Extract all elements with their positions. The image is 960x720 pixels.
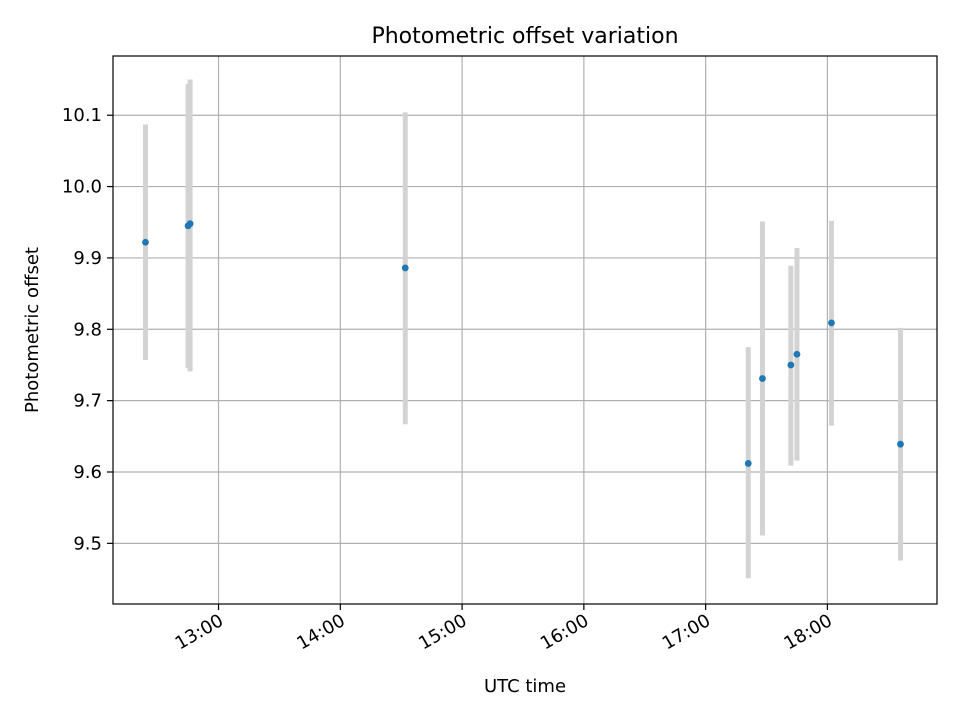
chart-title: Photometric offset variation [371,24,678,49]
x-axis-title: UTC time [484,676,566,697]
data-points [142,220,904,467]
grid [113,56,937,604]
y-tick-label: 10.1 [62,105,102,126]
y-tick-label: 9.6 [73,462,102,483]
y-tick-label: 9.7 [73,391,102,412]
data-point [759,375,766,382]
data-point [897,440,904,448]
data-point [793,350,801,358]
data-point [828,319,835,327]
data-point [142,238,149,246]
y-axis-title: Photometric offset [22,247,43,413]
y-tick-label: 9.9 [73,248,102,269]
plot-frame [112,55,938,605]
data-point [787,361,795,369]
y-tick-label: 9.5 [73,533,102,554]
data-point [186,220,194,228]
y-tick-label: 10.0 [62,177,102,198]
data-point [401,264,409,272]
y-tick-label: 9.8 [73,319,102,340]
data-point [744,460,752,467]
